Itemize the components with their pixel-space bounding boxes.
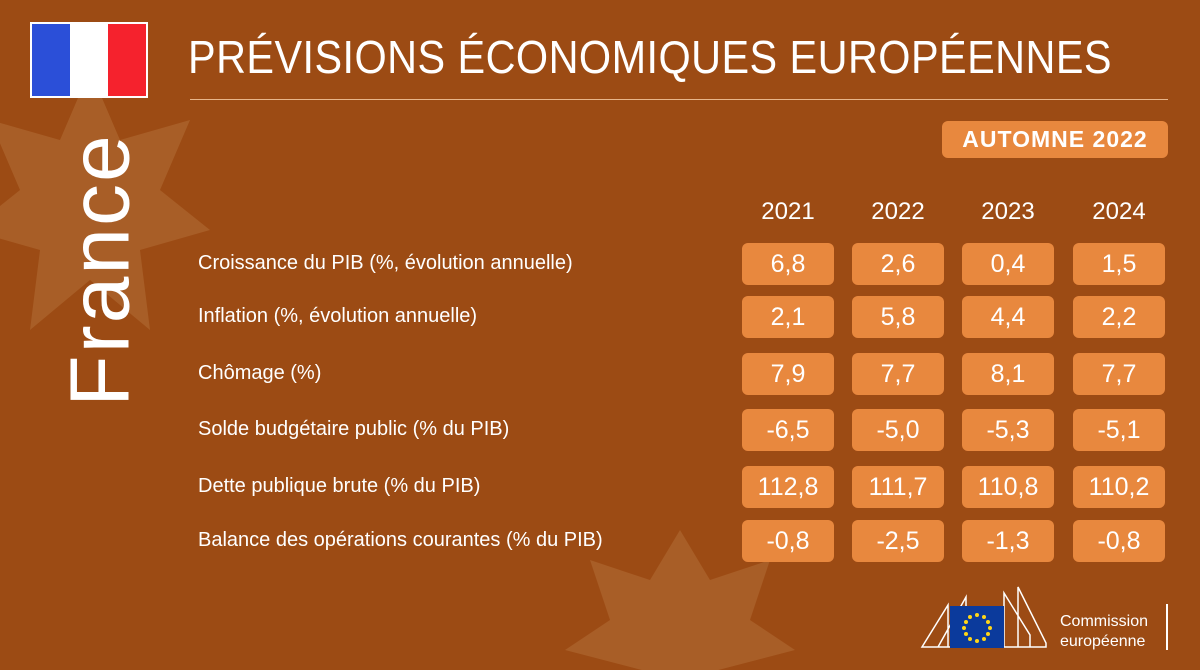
value-cell: 1,5	[1073, 243, 1165, 285]
logo-emblem	[920, 586, 1047, 648]
value-cell: 110,2	[1073, 466, 1165, 508]
value-cell: 7,7	[852, 353, 944, 395]
value-cell: 5,8	[852, 296, 944, 338]
leaf-decoration	[0, 70, 210, 330]
logo-line: européenne	[1060, 633, 1146, 650]
logo-text: Commission européenne	[1060, 612, 1148, 652]
logo-line: Commission	[1060, 613, 1149, 630]
value-cell: -6,5	[742, 409, 834, 451]
badge: AUTOMNE 2022	[942, 121, 1168, 158]
row-label: Inflation (%, évolution annuelle)	[198, 305, 478, 327]
title: PRÉVISIONS ÉCONOMIQUES EUROPÉENNES	[188, 31, 1112, 83]
value-cell: -0,8	[742, 520, 834, 562]
row-label: Balance des opérations courantes (% du P…	[198, 529, 603, 551]
column-header: 2021	[761, 198, 815, 225]
value-cell: -5,3	[962, 409, 1054, 451]
value-cell: 0,4	[962, 243, 1054, 285]
row-label: Chômage (%)	[198, 362, 322, 384]
value-cell: -5,0	[852, 409, 944, 451]
column-header: 2024	[1092, 198, 1146, 225]
logo-divider	[1166, 604, 1168, 650]
value-cell: 6,8	[742, 243, 834, 285]
value-cell: 2,1	[742, 296, 834, 338]
value-cell: -0,8	[1073, 520, 1165, 562]
value-cell: 112,8	[742, 466, 834, 508]
divider	[190, 99, 1168, 100]
row-label: Croissance du PIB (%, évolution annuelle…	[198, 252, 573, 274]
value-cell: 7,7	[1073, 353, 1165, 395]
value-cell: 110,8	[962, 466, 1054, 508]
value-cell: 8,1	[962, 353, 1054, 395]
value-cell: 111,7	[852, 466, 944, 508]
flag	[30, 22, 148, 98]
row-label: Dette publique brute (% du PIB)	[198, 475, 481, 497]
value-cell: 7,9	[742, 353, 834, 395]
value-cell: -1,3	[962, 520, 1054, 562]
row-label: Solde budgétaire public (% du PIB)	[198, 418, 510, 440]
value-cell: -2,5	[852, 520, 944, 562]
value-cell: 2,6	[852, 243, 944, 285]
value-cell: -5,1	[1073, 409, 1165, 451]
value-cell: 4,4	[962, 296, 1054, 338]
column-header: 2023	[981, 198, 1035, 225]
value-cell: 2,2	[1073, 296, 1165, 338]
country: France	[52, 133, 147, 407]
column-header: 2022	[871, 198, 925, 225]
leaf-decoration	[565, 530, 795, 670]
